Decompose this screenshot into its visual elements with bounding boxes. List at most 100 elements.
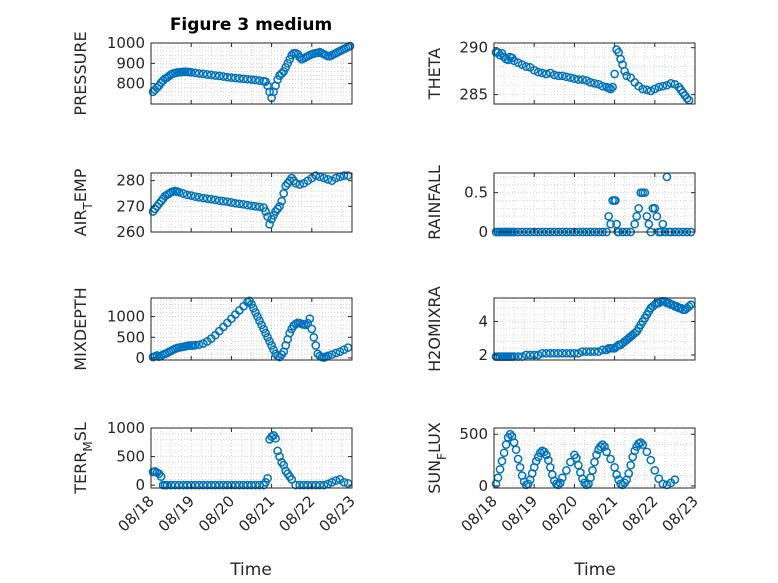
- x-tick-label: 08/20: [538, 492, 581, 535]
- y-tick-label: 0: [478, 223, 488, 241]
- data-point: [644, 219, 654, 229]
- data-point: [251, 308, 260, 317]
- data-point: [658, 81, 668, 91]
- subplot-p5: 0 500 1000 MIXDEPTH: [71, 287, 353, 371]
- data-point: [174, 480, 184, 490]
- data-point: [636, 438, 646, 447]
- data-point: [606, 219, 615, 229]
- data-point: [227, 198, 236, 207]
- data-point: [166, 480, 176, 490]
- data-point: [638, 440, 648, 449]
- data-point: [257, 320, 266, 330]
- y-tick-label: 500: [116, 328, 145, 346]
- data-point: [495, 465, 505, 474]
- data-point: [251, 75, 260, 85]
- data-point: [602, 447, 611, 457]
- data-point: [600, 442, 609, 451]
- data-point: [198, 193, 208, 203]
- data-point: [227, 73, 236, 82]
- data-point: [541, 69, 551, 79]
- data-point: [255, 316, 264, 326]
- data-point: [638, 84, 648, 94]
- data-point: [553, 71, 563, 81]
- data-point: [287, 475, 297, 484]
- subplot-p6: 2 4 H2OMIXRA: [425, 286, 696, 372]
- data-point: [541, 348, 551, 358]
- data-point: [265, 219, 274, 229]
- data-point: [515, 462, 525, 472]
- data-point: [214, 196, 224, 206]
- y-axis-label-main: AIR: [71, 210, 90, 237]
- y-axis-label-main: PRESSURE: [71, 31, 90, 115]
- data-point: [594, 347, 603, 356]
- data-point: [521, 62, 531, 71]
- data-point: [323, 175, 333, 184]
- data-point: [562, 348, 571, 358]
- data-point: [210, 480, 220, 490]
- axes-frame: [493, 297, 696, 361]
- data-point: [255, 76, 264, 85]
- plot-area: [494, 173, 695, 232]
- series-markers: [148, 296, 353, 362]
- data-point: [170, 480, 180, 490]
- data-point: [586, 347, 595, 356]
- data-point: [247, 480, 256, 490]
- subplot-p3: 260 270 280 AIRTEMP: [71, 168, 353, 241]
- data-point: [186, 67, 196, 77]
- data-point: [598, 440, 607, 449]
- data-point: [227, 480, 236, 490]
- data-point: [566, 73, 575, 83]
- data-point: [578, 75, 587, 84]
- subplot-p4: 0 0.5 RAINFALL: [425, 165, 696, 241]
- data-point: [239, 199, 248, 209]
- data-point: [303, 318, 313, 328]
- y-axis-label-rest: EMP: [71, 168, 90, 202]
- y-tick-label: 500: [116, 448, 145, 466]
- x-tick-label: 08/21: [578, 492, 621, 535]
- data-point: [275, 452, 284, 461]
- data-point: [616, 54, 625, 64]
- data-point: [279, 67, 289, 76]
- data-point: [630, 446, 640, 456]
- data-point: [273, 446, 282, 456]
- data-point: [652, 211, 662, 221]
- data-point: [202, 70, 212, 79]
- data-point: [190, 340, 200, 350]
- data-point: [223, 72, 232, 82]
- data-point: [235, 199, 244, 209]
- axes-frame: [493, 427, 696, 489]
- x-tick-label: 08/18: [458, 492, 501, 535]
- data-point: [307, 324, 317, 334]
- data-point: [219, 72, 228, 81]
- data-point: [331, 476, 341, 485]
- data-point: [610, 69, 619, 79]
- data-point: [537, 68, 547, 78]
- data-point: [261, 328, 270, 338]
- data-point: [223, 197, 232, 207]
- data-point: [513, 454, 523, 464]
- x-tick-label: 08/22: [618, 492, 661, 535]
- data-point: [562, 466, 571, 475]
- data-point: [243, 480, 252, 490]
- x-axis-label-right: Time: [573, 560, 616, 580]
- data-point: [632, 211, 642, 221]
- data-point: [634, 204, 644, 213]
- x-axis-label-left: Time: [229, 560, 272, 580]
- data-point: [339, 477, 349, 487]
- data-point: [670, 475, 680, 485]
- data-point: [642, 211, 652, 221]
- data-point: [182, 190, 192, 200]
- data-point: [267, 341, 276, 350]
- data-point: [178, 480, 188, 490]
- data-point: [566, 457, 575, 467]
- data-point: [239, 74, 248, 84]
- data-point: [231, 73, 240, 83]
- data-point: [557, 71, 567, 81]
- y-axis-label: PRESSURE: [71, 31, 90, 115]
- y-tick-label: 2: [478, 346, 488, 364]
- y-tick-label: 1000: [107, 419, 145, 437]
- data-point: [174, 187, 184, 197]
- data-point: [331, 173, 341, 183]
- data-point: [261, 207, 270, 216]
- data-point: [186, 480, 196, 490]
